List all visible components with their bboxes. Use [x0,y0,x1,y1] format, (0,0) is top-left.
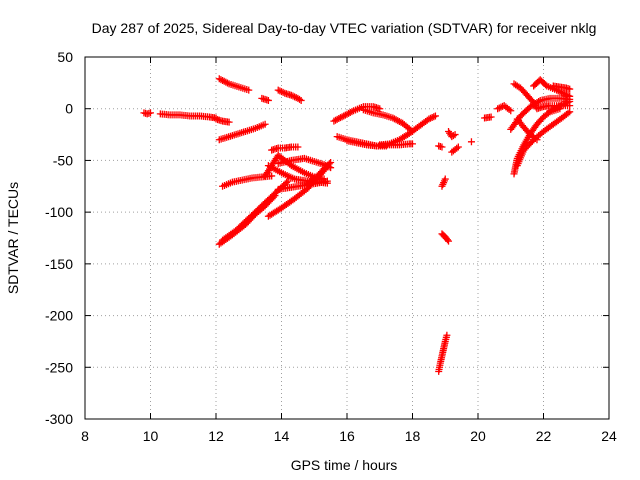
data-point [566,97,574,105]
data-point [531,134,539,142]
data-point [564,92,572,100]
data-point [287,91,295,99]
x-tick-label: 22 [536,428,552,444]
data-point [283,178,291,186]
data-point [561,90,569,98]
data-point [505,105,513,113]
data-point [443,331,451,339]
data-point [449,132,457,140]
y-tick-label: -150 [45,256,73,272]
y-tick-label: -250 [45,359,73,375]
data-point [278,88,285,96]
data-point [451,131,459,139]
y-tick-label: -100 [45,204,73,220]
data-point [325,160,333,168]
data-point [279,88,287,96]
data-point [441,175,449,183]
data-point [566,108,574,116]
data-point [427,114,435,122]
data-point [348,108,356,116]
data-point [264,96,272,104]
x-tick-label: 24 [601,428,617,444]
x-tick-label: 14 [274,428,290,444]
data-point [487,113,495,121]
data-point [454,143,462,151]
data-point [147,109,154,117]
data-marks [140,75,574,375]
data-point [546,107,554,115]
data-point [530,99,538,107]
data-point [438,143,446,151]
data-point [431,112,439,120]
y-tick-label: 50 [57,49,73,65]
data-point [276,87,284,95]
data-point [223,79,231,87]
data-point [554,103,562,111]
y-axis-title: SDTVAR / TECUs [5,182,21,294]
data-point [268,172,276,180]
data-point [430,113,438,121]
data-point [445,237,453,245]
x-tick-label: 8 [81,428,89,444]
data-point [245,86,253,94]
data-point [261,120,269,128]
axis-ticks: 8 10 12 14 16 18 20 22 24 -300 -250 -200 -150 -100 -50… [45,49,617,444]
data-point [289,92,297,100]
data-point [548,106,556,114]
data-point [507,107,515,115]
x-tick-label: 18 [405,428,421,444]
data-point [225,118,233,126]
data-point [327,158,335,166]
data-point [467,138,475,146]
chart-title: Day 287 of 2025, Sidereal Day-to-day VTE… [92,20,597,36]
x-tick-label: 16 [339,428,355,444]
data-point [559,101,567,109]
data-point [562,99,570,107]
y-tick-label: -50 [53,152,73,168]
data-point [286,160,294,168]
data-point [428,114,436,122]
data-point [376,105,384,113]
y-tick-label: -300 [45,411,73,427]
data-point [409,140,416,148]
x-tick-label: 12 [208,428,224,444]
data-point [549,105,557,113]
data-point [566,85,574,93]
data-point [296,95,304,103]
data-point [291,93,299,101]
data-point [564,98,572,106]
data-point [556,102,564,110]
data-point [551,104,559,112]
data-point [453,144,461,152]
data-point [533,136,541,144]
data-point [530,100,538,108]
data-point [294,143,302,151]
data-point [323,177,331,185]
data-point [443,236,451,244]
data-point [561,100,569,108]
data-point [495,104,503,112]
data-point [535,97,543,105]
data-point [284,177,292,185]
x-tick-label: 10 [143,428,159,444]
data-point [425,115,433,123]
data-point [297,96,305,104]
x-axis-title: GPS time / hours [291,457,398,473]
data-point [564,109,572,117]
y-tick-label: 0 [65,101,73,117]
data-point [274,86,282,94]
y-tick-label: -200 [45,308,73,324]
data-point [494,105,502,113]
x-tick-label: 20 [470,428,486,444]
data-point [558,101,566,109]
data-point [553,104,561,112]
data-point [562,91,570,99]
